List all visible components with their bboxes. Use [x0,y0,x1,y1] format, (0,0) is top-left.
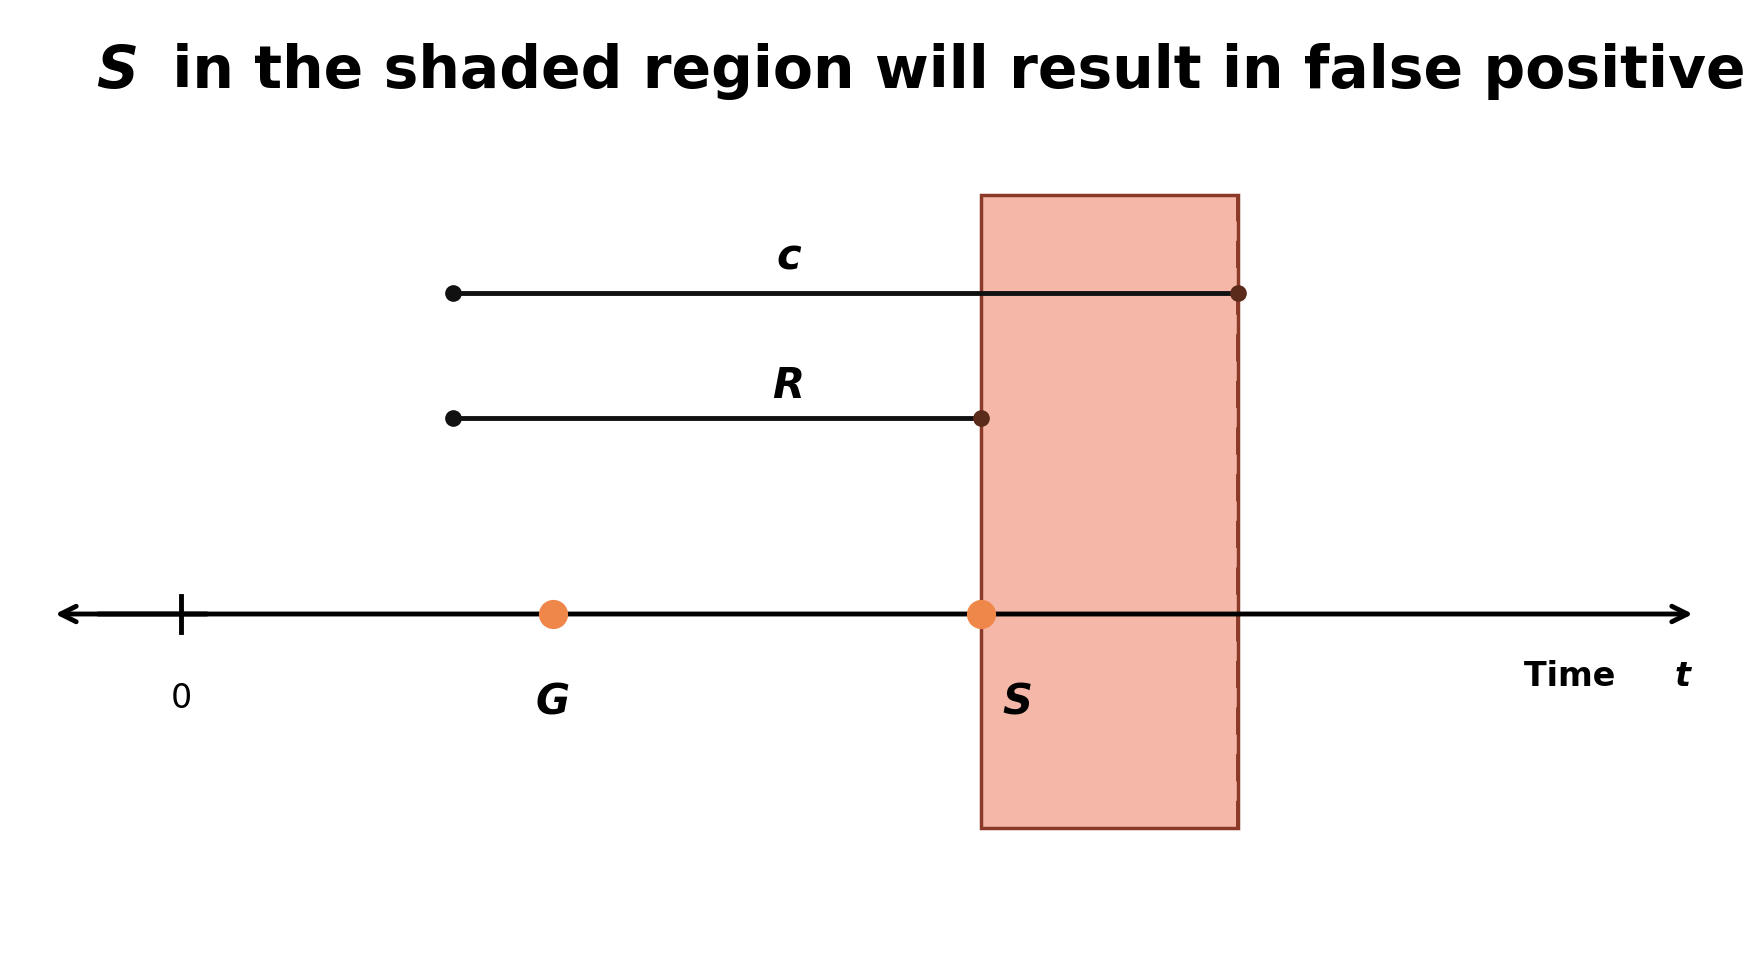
Text: 0: 0 [170,682,192,715]
Text: in the shaded region will result in false positives: in the shaded region will result in fals… [152,43,1748,100]
Text: G: G [535,682,570,723]
Bar [981,195,1238,828]
Text: t: t [1675,660,1690,693]
Text: S: S [1003,682,1033,723]
Text: c: c [776,237,801,279]
Text: S: S [96,43,138,100]
Text: R: R [773,365,804,407]
Text: Time: Time [1524,660,1627,693]
